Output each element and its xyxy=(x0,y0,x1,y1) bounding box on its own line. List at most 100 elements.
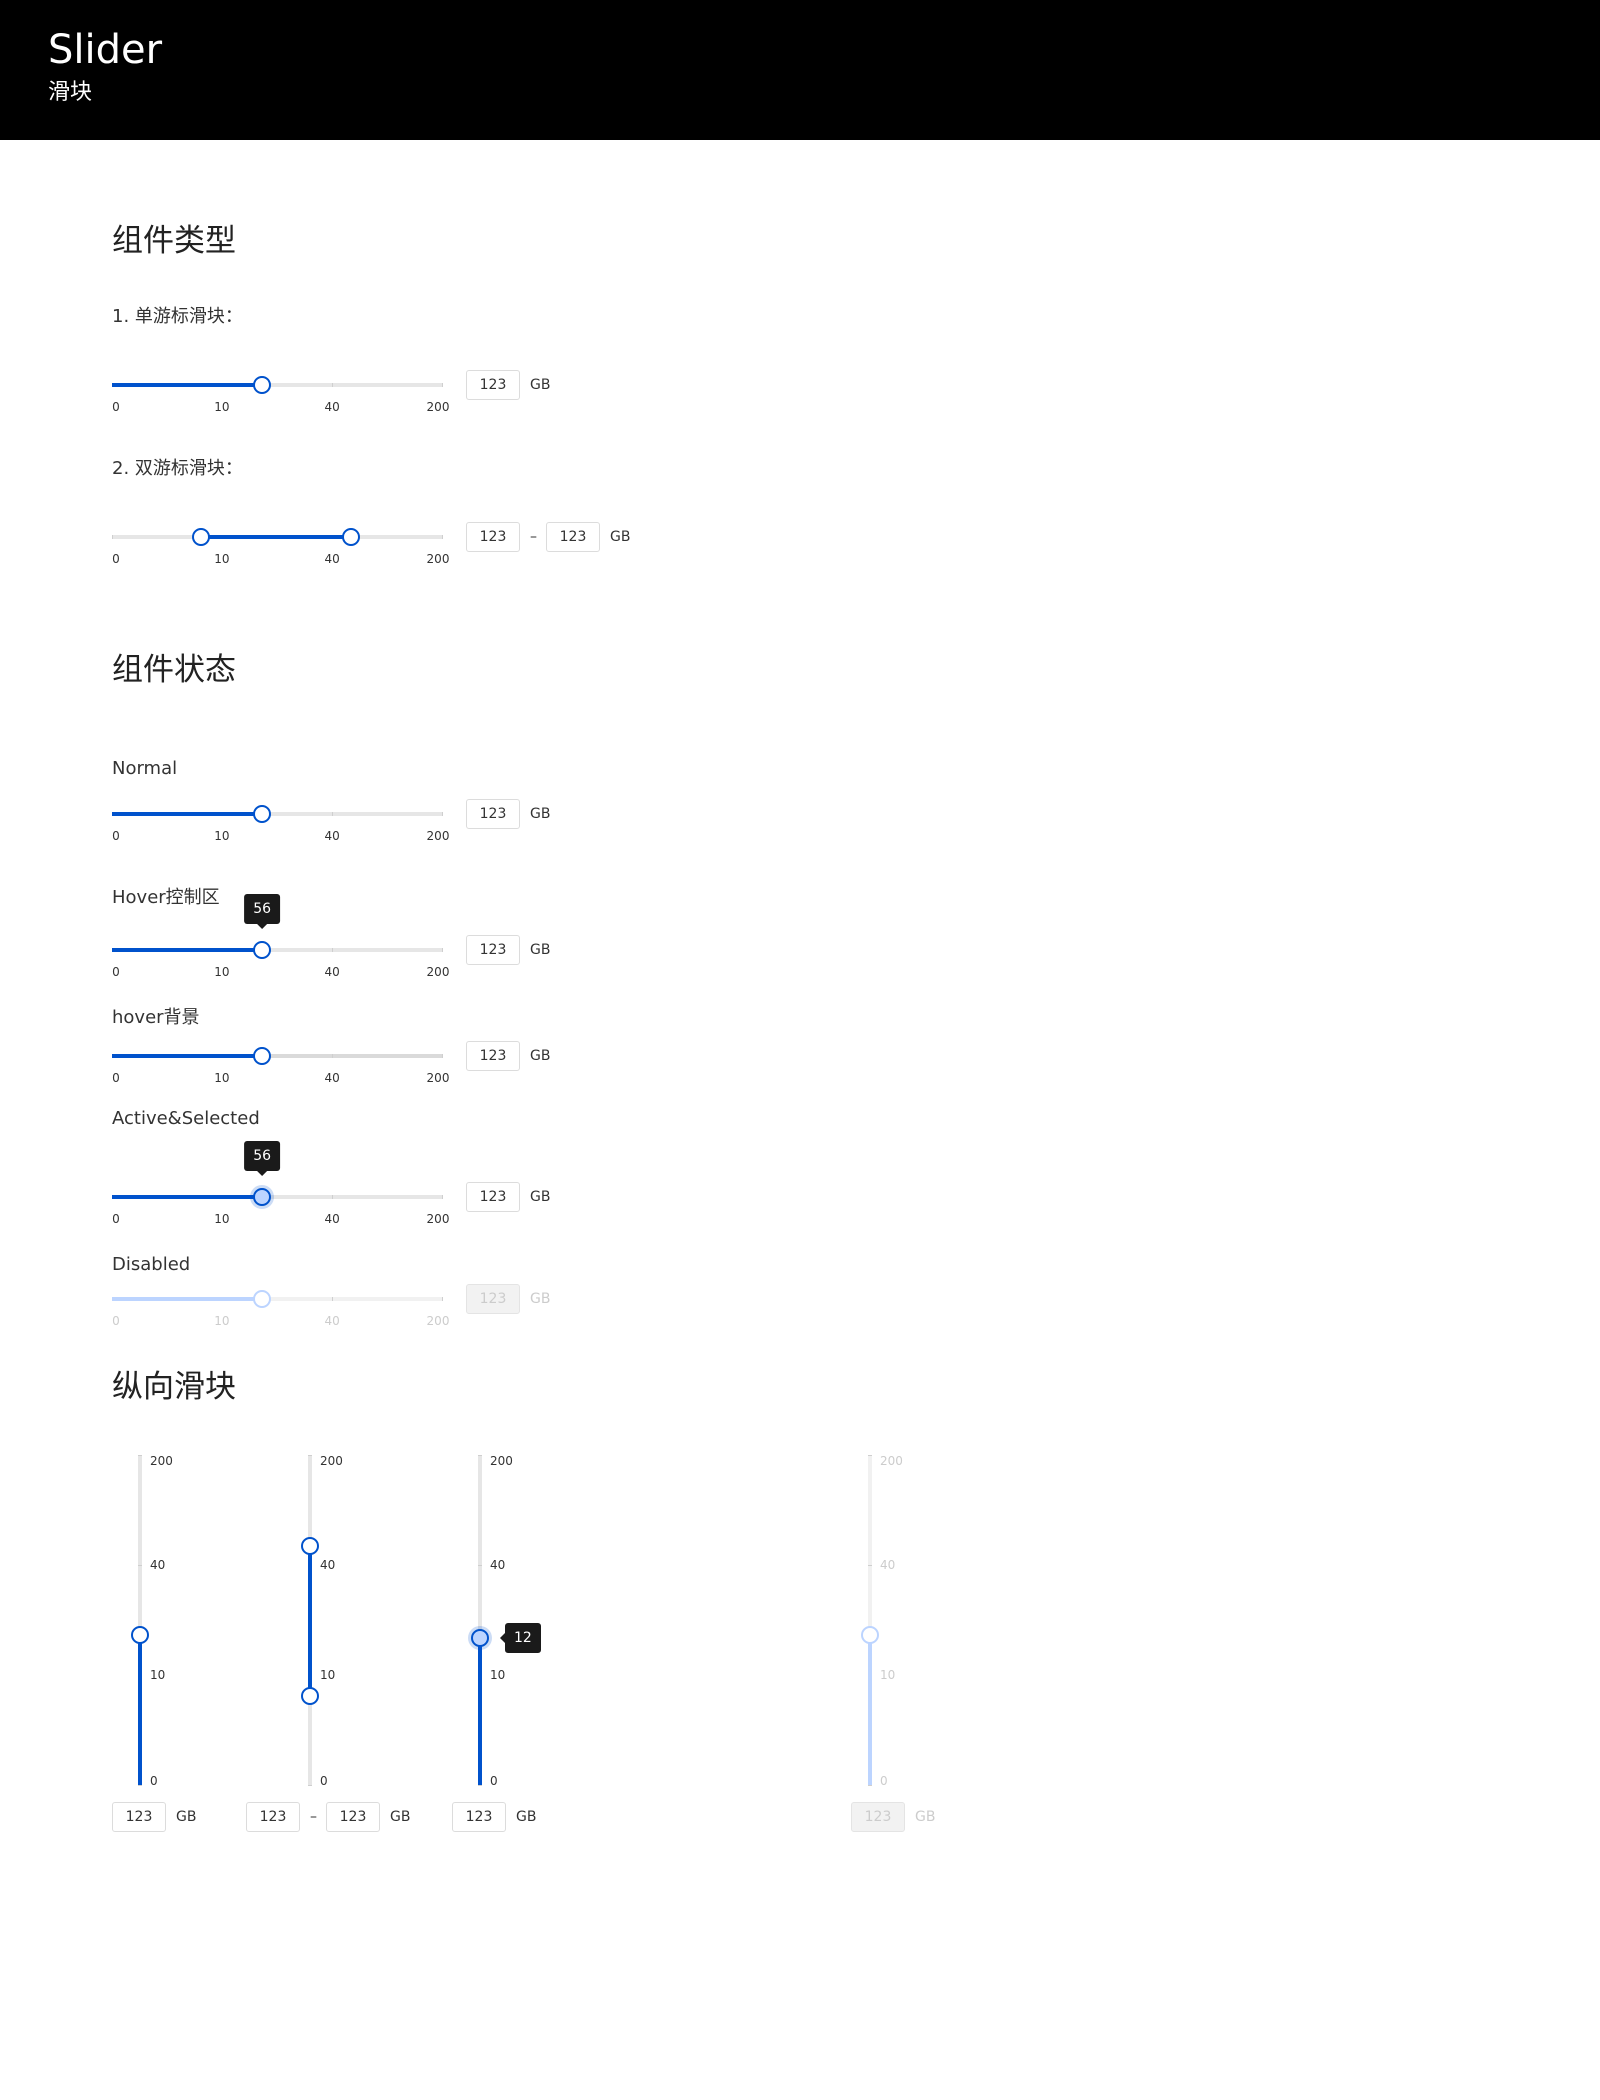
slider-handle-min[interactable] xyxy=(301,1686,319,1705)
slider-handle[interactable] xyxy=(253,941,272,959)
slider-handle xyxy=(253,1290,272,1308)
slider-track[interactable] xyxy=(112,1195,442,1199)
slider-tick xyxy=(138,1455,142,1456)
slider-tick xyxy=(332,1054,334,1058)
unit-label: GB xyxy=(610,529,631,545)
unit-label: GB xyxy=(516,1809,537,1825)
unit-label: GB xyxy=(530,806,551,822)
range-separator: – xyxy=(530,529,537,545)
slider-handle-min[interactable] xyxy=(192,528,211,546)
unit-label: GB xyxy=(530,942,551,958)
slider-tick-label: 0 xyxy=(112,1071,120,1085)
slider-value-input[interactable]: 123 xyxy=(466,935,520,965)
slider-tick-label: 0 xyxy=(112,400,120,414)
slider-max-input[interactable]: 123 xyxy=(326,1802,380,1832)
slider-tick xyxy=(332,812,334,816)
slider-track[interactable] xyxy=(478,1455,482,1785)
slider-tick-label: 40 xyxy=(320,1557,336,1572)
slider-tick xyxy=(138,1785,142,1786)
unit-label: GB xyxy=(176,1809,197,1825)
slider-tick-label: 40 xyxy=(324,552,340,566)
state-hover-bg-label: hover背景 xyxy=(112,1007,200,1028)
slider-track[interactable] xyxy=(112,948,442,952)
slider-handle[interactable] xyxy=(253,1047,272,1065)
slider-track xyxy=(112,1297,442,1301)
slider-handle[interactable] xyxy=(131,1625,149,1644)
slider-tick xyxy=(442,383,443,387)
slider-handle[interactable] xyxy=(471,1629,489,1648)
slider-fill xyxy=(112,383,263,387)
slider-fill xyxy=(112,1195,263,1199)
slider-tick-label: 200 xyxy=(150,1454,173,1468)
slider-handle[interactable] xyxy=(253,1188,272,1206)
slider-fill xyxy=(112,1297,263,1301)
slider-value-input[interactable]: 123 xyxy=(466,1041,520,1071)
slider-tick-label: 200 xyxy=(426,1314,450,1328)
slider-max-input[interactable]: 123 xyxy=(546,522,600,552)
slider-track xyxy=(868,1455,872,1785)
slider-handle[interactable] xyxy=(253,376,272,394)
slider-handle[interactable] xyxy=(253,805,272,823)
slider-fill xyxy=(868,1634,872,1785)
unit-label: GB xyxy=(915,1809,936,1825)
slider-track[interactable] xyxy=(138,1455,142,1785)
slider-value-input[interactable]: 123 xyxy=(112,1802,166,1832)
slider-tick xyxy=(112,535,113,539)
slider-tick xyxy=(332,1297,334,1301)
slider-tick-label: 40 xyxy=(880,1557,896,1572)
unit-label: GB xyxy=(530,1189,551,1205)
unit-label: GB xyxy=(530,377,551,393)
slider-value-input[interactable]: 123 xyxy=(466,1182,520,1212)
slider-tooltip: 56 xyxy=(244,894,281,924)
slider-tick xyxy=(332,383,334,387)
range-separator: – xyxy=(310,1809,317,1825)
slider-tick xyxy=(308,1455,312,1456)
slider-handle-max[interactable] xyxy=(301,1536,319,1555)
slider-tick xyxy=(442,948,443,952)
slider-tick xyxy=(308,1785,312,1786)
slider-track[interactable] xyxy=(112,383,442,387)
slider-tick-label: 200 xyxy=(320,1454,343,1468)
slider-tick xyxy=(442,535,443,539)
slider-tick xyxy=(868,1455,872,1456)
slider-value-input[interactable]: 123 xyxy=(466,799,520,829)
slider-tick xyxy=(332,1195,334,1199)
slider-tooltip: 56 xyxy=(244,1141,281,1171)
slider-value-input[interactable]: 123 xyxy=(452,1802,506,1832)
state-normal-label: Normal xyxy=(112,758,178,779)
slider-fill xyxy=(112,812,263,816)
slider-tick-label: 10 xyxy=(490,1668,506,1683)
slider-tick-label: 10 xyxy=(880,1668,896,1683)
section-title-vertical: 纵向滑块 xyxy=(112,1369,236,1405)
slider-tooltip: 12 xyxy=(505,1623,541,1654)
slider-tick-label: 40 xyxy=(150,1557,166,1572)
slider-tick-label: 10 xyxy=(150,1668,166,1683)
slider-tick-label: 0 xyxy=(490,1774,498,1788)
slider-tick-label: 40 xyxy=(324,965,340,979)
slider-tick-label: 10 xyxy=(214,1314,230,1328)
slider-tick-label: 10 xyxy=(214,400,230,414)
slider-tick-label: 10 xyxy=(214,552,230,566)
slider-tick-label: 0 xyxy=(320,1774,328,1788)
slider-tick xyxy=(442,812,443,816)
slider-tick-label: 200 xyxy=(490,1454,513,1468)
slider-fill xyxy=(478,1638,482,1785)
slider-track[interactable] xyxy=(112,1054,442,1058)
slider-tick xyxy=(442,1297,443,1301)
section-title-types: 组件类型 xyxy=(112,223,236,259)
slider-tick xyxy=(332,948,334,952)
slider-fill xyxy=(112,1054,263,1058)
slider-min-input[interactable]: 123 xyxy=(246,1802,300,1832)
slider-tick-label: 200 xyxy=(426,1071,450,1085)
slider-min-input[interactable]: 123 xyxy=(466,522,520,552)
slider-value-input[interactable]: 123 xyxy=(466,370,520,400)
slider-tick-label: 200 xyxy=(426,1212,450,1226)
slider-fill xyxy=(138,1634,142,1785)
slider-tick-label: 200 xyxy=(426,965,450,979)
slider-tick-label: 0 xyxy=(112,1212,120,1226)
slider-tick xyxy=(868,1564,872,1566)
state-hover-control-label: Hover控制区 xyxy=(112,887,220,908)
slider-fill xyxy=(201,535,352,539)
slider-track[interactable] xyxy=(112,812,442,816)
slider-handle-max[interactable] xyxy=(342,528,361,546)
